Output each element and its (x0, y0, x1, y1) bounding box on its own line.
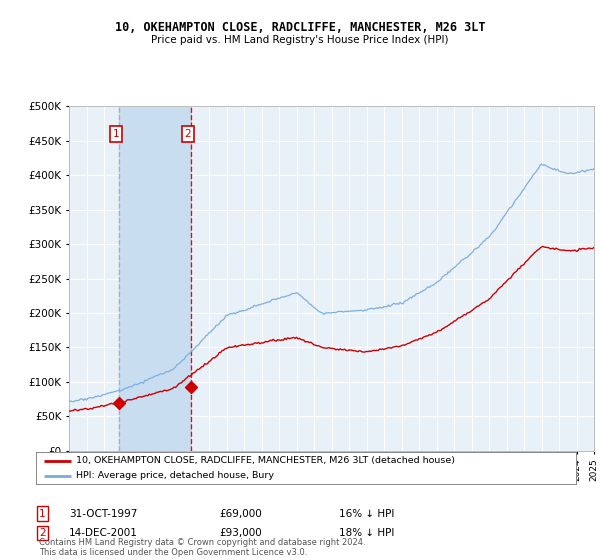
Text: 31-OCT-1997: 31-OCT-1997 (69, 508, 137, 519)
Bar (119, 106, 191, 451)
Text: 2: 2 (185, 129, 191, 139)
Text: Price paid vs. HM Land Registry's House Price Index (HPI): Price paid vs. HM Land Registry's House … (151, 35, 449, 45)
Text: 18% ↓ HPI: 18% ↓ HPI (339, 528, 394, 538)
Text: 14-DEC-2001: 14-DEC-2001 (69, 528, 138, 538)
Text: Contains HM Land Registry data © Crown copyright and database right 2024.
This d: Contains HM Land Registry data © Crown c… (39, 538, 365, 557)
Text: £69,000: £69,000 (219, 508, 262, 519)
Text: 1: 1 (113, 129, 119, 139)
Text: HPI: Average price, detached house, Bury: HPI: Average price, detached house, Bury (77, 471, 275, 480)
Text: 2: 2 (39, 528, 46, 538)
Text: £93,000: £93,000 (219, 528, 262, 538)
Text: 10, OKEHAMPTON CLOSE, RADCLIFFE, MANCHESTER, M26 3LT: 10, OKEHAMPTON CLOSE, RADCLIFFE, MANCHES… (115, 21, 485, 34)
Text: 1: 1 (39, 508, 46, 519)
Text: 10, OKEHAMPTON CLOSE, RADCLIFFE, MANCHESTER, M26 3LT (detached house): 10, OKEHAMPTON CLOSE, RADCLIFFE, MANCHES… (77, 456, 455, 465)
Text: 16% ↓ HPI: 16% ↓ HPI (339, 508, 394, 519)
